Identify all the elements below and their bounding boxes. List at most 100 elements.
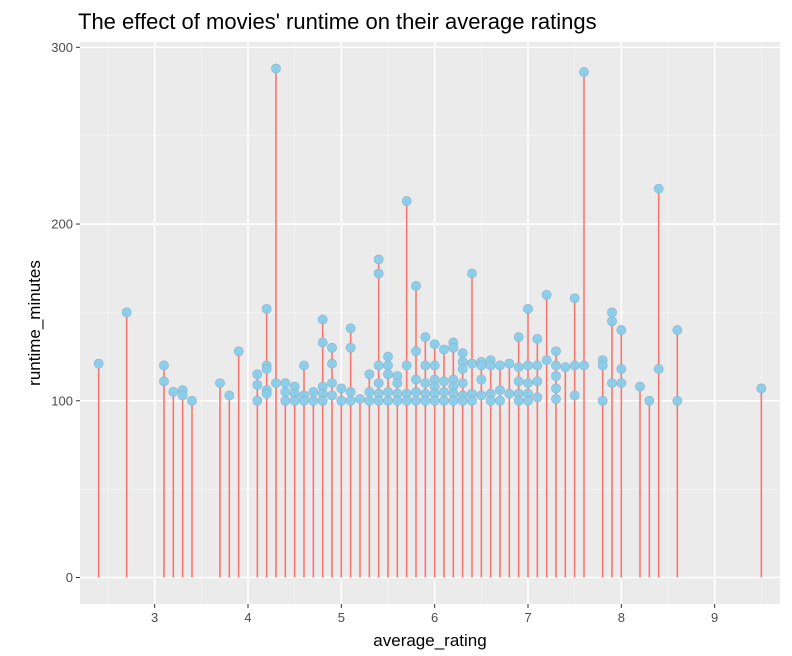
data-point bbox=[373, 395, 384, 406]
data-point bbox=[513, 395, 524, 406]
data-point bbox=[569, 360, 580, 371]
data-point bbox=[644, 395, 655, 406]
data-point bbox=[560, 362, 571, 373]
data-point bbox=[411, 346, 421, 357]
data-point bbox=[532, 376, 543, 387]
data-points bbox=[93, 63, 767, 406]
data-point bbox=[364, 369, 375, 380]
data-point bbox=[327, 342, 337, 353]
data-point bbox=[532, 360, 543, 371]
data-point bbox=[420, 395, 431, 406]
data-point bbox=[252, 369, 263, 380]
data-point bbox=[635, 381, 645, 392]
data-point bbox=[485, 360, 496, 371]
y-tick-label: 100 bbox=[51, 393, 73, 408]
data-point bbox=[336, 395, 347, 406]
data-point bbox=[513, 332, 524, 343]
data-point bbox=[373, 360, 384, 371]
data-point bbox=[373, 268, 384, 279]
data-point bbox=[401, 196, 412, 206]
data-point bbox=[569, 390, 580, 401]
data-point bbox=[280, 395, 291, 406]
data-point bbox=[448, 395, 459, 406]
data-point bbox=[383, 369, 393, 380]
data-point bbox=[551, 360, 561, 371]
y-tick-label: 300 bbox=[51, 40, 73, 55]
data-point bbox=[327, 358, 337, 369]
y-axis-title: runtime_minutes bbox=[25, 260, 44, 386]
data-point bbox=[383, 351, 393, 362]
data-point bbox=[345, 395, 356, 406]
x-tick-label: 4 bbox=[244, 610, 251, 625]
x-tick-label: 9 bbox=[711, 610, 718, 625]
data-point bbox=[597, 360, 608, 371]
chart-title: The effect of movies' runtime on their a… bbox=[78, 9, 597, 34]
data-point bbox=[177, 390, 188, 401]
data-point bbox=[401, 360, 412, 371]
data-point bbox=[457, 378, 468, 388]
data-point bbox=[467, 358, 477, 369]
data-point bbox=[495, 395, 505, 406]
data-point bbox=[541, 355, 552, 366]
data-point bbox=[551, 383, 561, 394]
data-point bbox=[327, 378, 337, 388]
x-tick-label: 5 bbox=[338, 610, 345, 625]
x-tick-label: 8 bbox=[618, 610, 625, 625]
data-point bbox=[317, 314, 328, 325]
data-point bbox=[551, 346, 561, 357]
data-point bbox=[280, 378, 291, 388]
data-point bbox=[616, 364, 627, 374]
data-point bbox=[93, 358, 104, 369]
major-gridlines bbox=[80, 42, 780, 604]
data-point bbox=[121, 307, 132, 318]
data-point bbox=[579, 360, 589, 371]
data-point bbox=[383, 387, 393, 397]
data-point bbox=[672, 325, 683, 335]
data-point bbox=[467, 268, 477, 279]
data-point bbox=[616, 325, 627, 335]
data-point bbox=[345, 342, 356, 353]
data-point bbox=[420, 332, 431, 343]
data-point bbox=[523, 360, 533, 371]
data-point bbox=[299, 360, 309, 371]
minor-gridlines bbox=[80, 42, 780, 604]
data-point bbox=[373, 378, 384, 388]
data-point bbox=[439, 376, 449, 387]
data-point bbox=[289, 395, 300, 406]
data-point bbox=[429, 360, 440, 371]
data-point bbox=[280, 387, 291, 397]
data-point bbox=[308, 387, 319, 397]
data-point bbox=[364, 395, 375, 406]
data-point bbox=[448, 342, 459, 353]
x-axis-title: average_rating bbox=[373, 631, 486, 650]
data-point bbox=[532, 334, 543, 344]
data-point bbox=[439, 344, 449, 355]
data-point bbox=[513, 362, 524, 373]
x-axis: 3 4 5 6 7 8 9 bbox=[151, 604, 718, 625]
data-point bbox=[485, 395, 496, 406]
data-point bbox=[252, 379, 263, 390]
data-point bbox=[513, 376, 524, 387]
data-point bbox=[439, 387, 449, 397]
data-point bbox=[653, 183, 664, 194]
data-point bbox=[532, 392, 543, 403]
data-point bbox=[607, 316, 617, 327]
data-point bbox=[569, 293, 580, 304]
data-point bbox=[215, 378, 225, 388]
data-point bbox=[159, 360, 169, 371]
data-point bbox=[457, 364, 468, 374]
data-point bbox=[439, 395, 449, 406]
data-point bbox=[271, 378, 281, 388]
data-point bbox=[495, 360, 505, 371]
data-point bbox=[607, 307, 617, 318]
data-point bbox=[420, 378, 431, 388]
data-point bbox=[411, 387, 421, 397]
x-tick-label: 3 bbox=[151, 610, 158, 625]
data-point bbox=[607, 378, 617, 388]
data-point bbox=[383, 360, 393, 371]
data-point bbox=[271, 63, 281, 74]
data-point bbox=[523, 303, 533, 314]
data-point bbox=[233, 346, 244, 357]
data-point bbox=[411, 280, 421, 291]
